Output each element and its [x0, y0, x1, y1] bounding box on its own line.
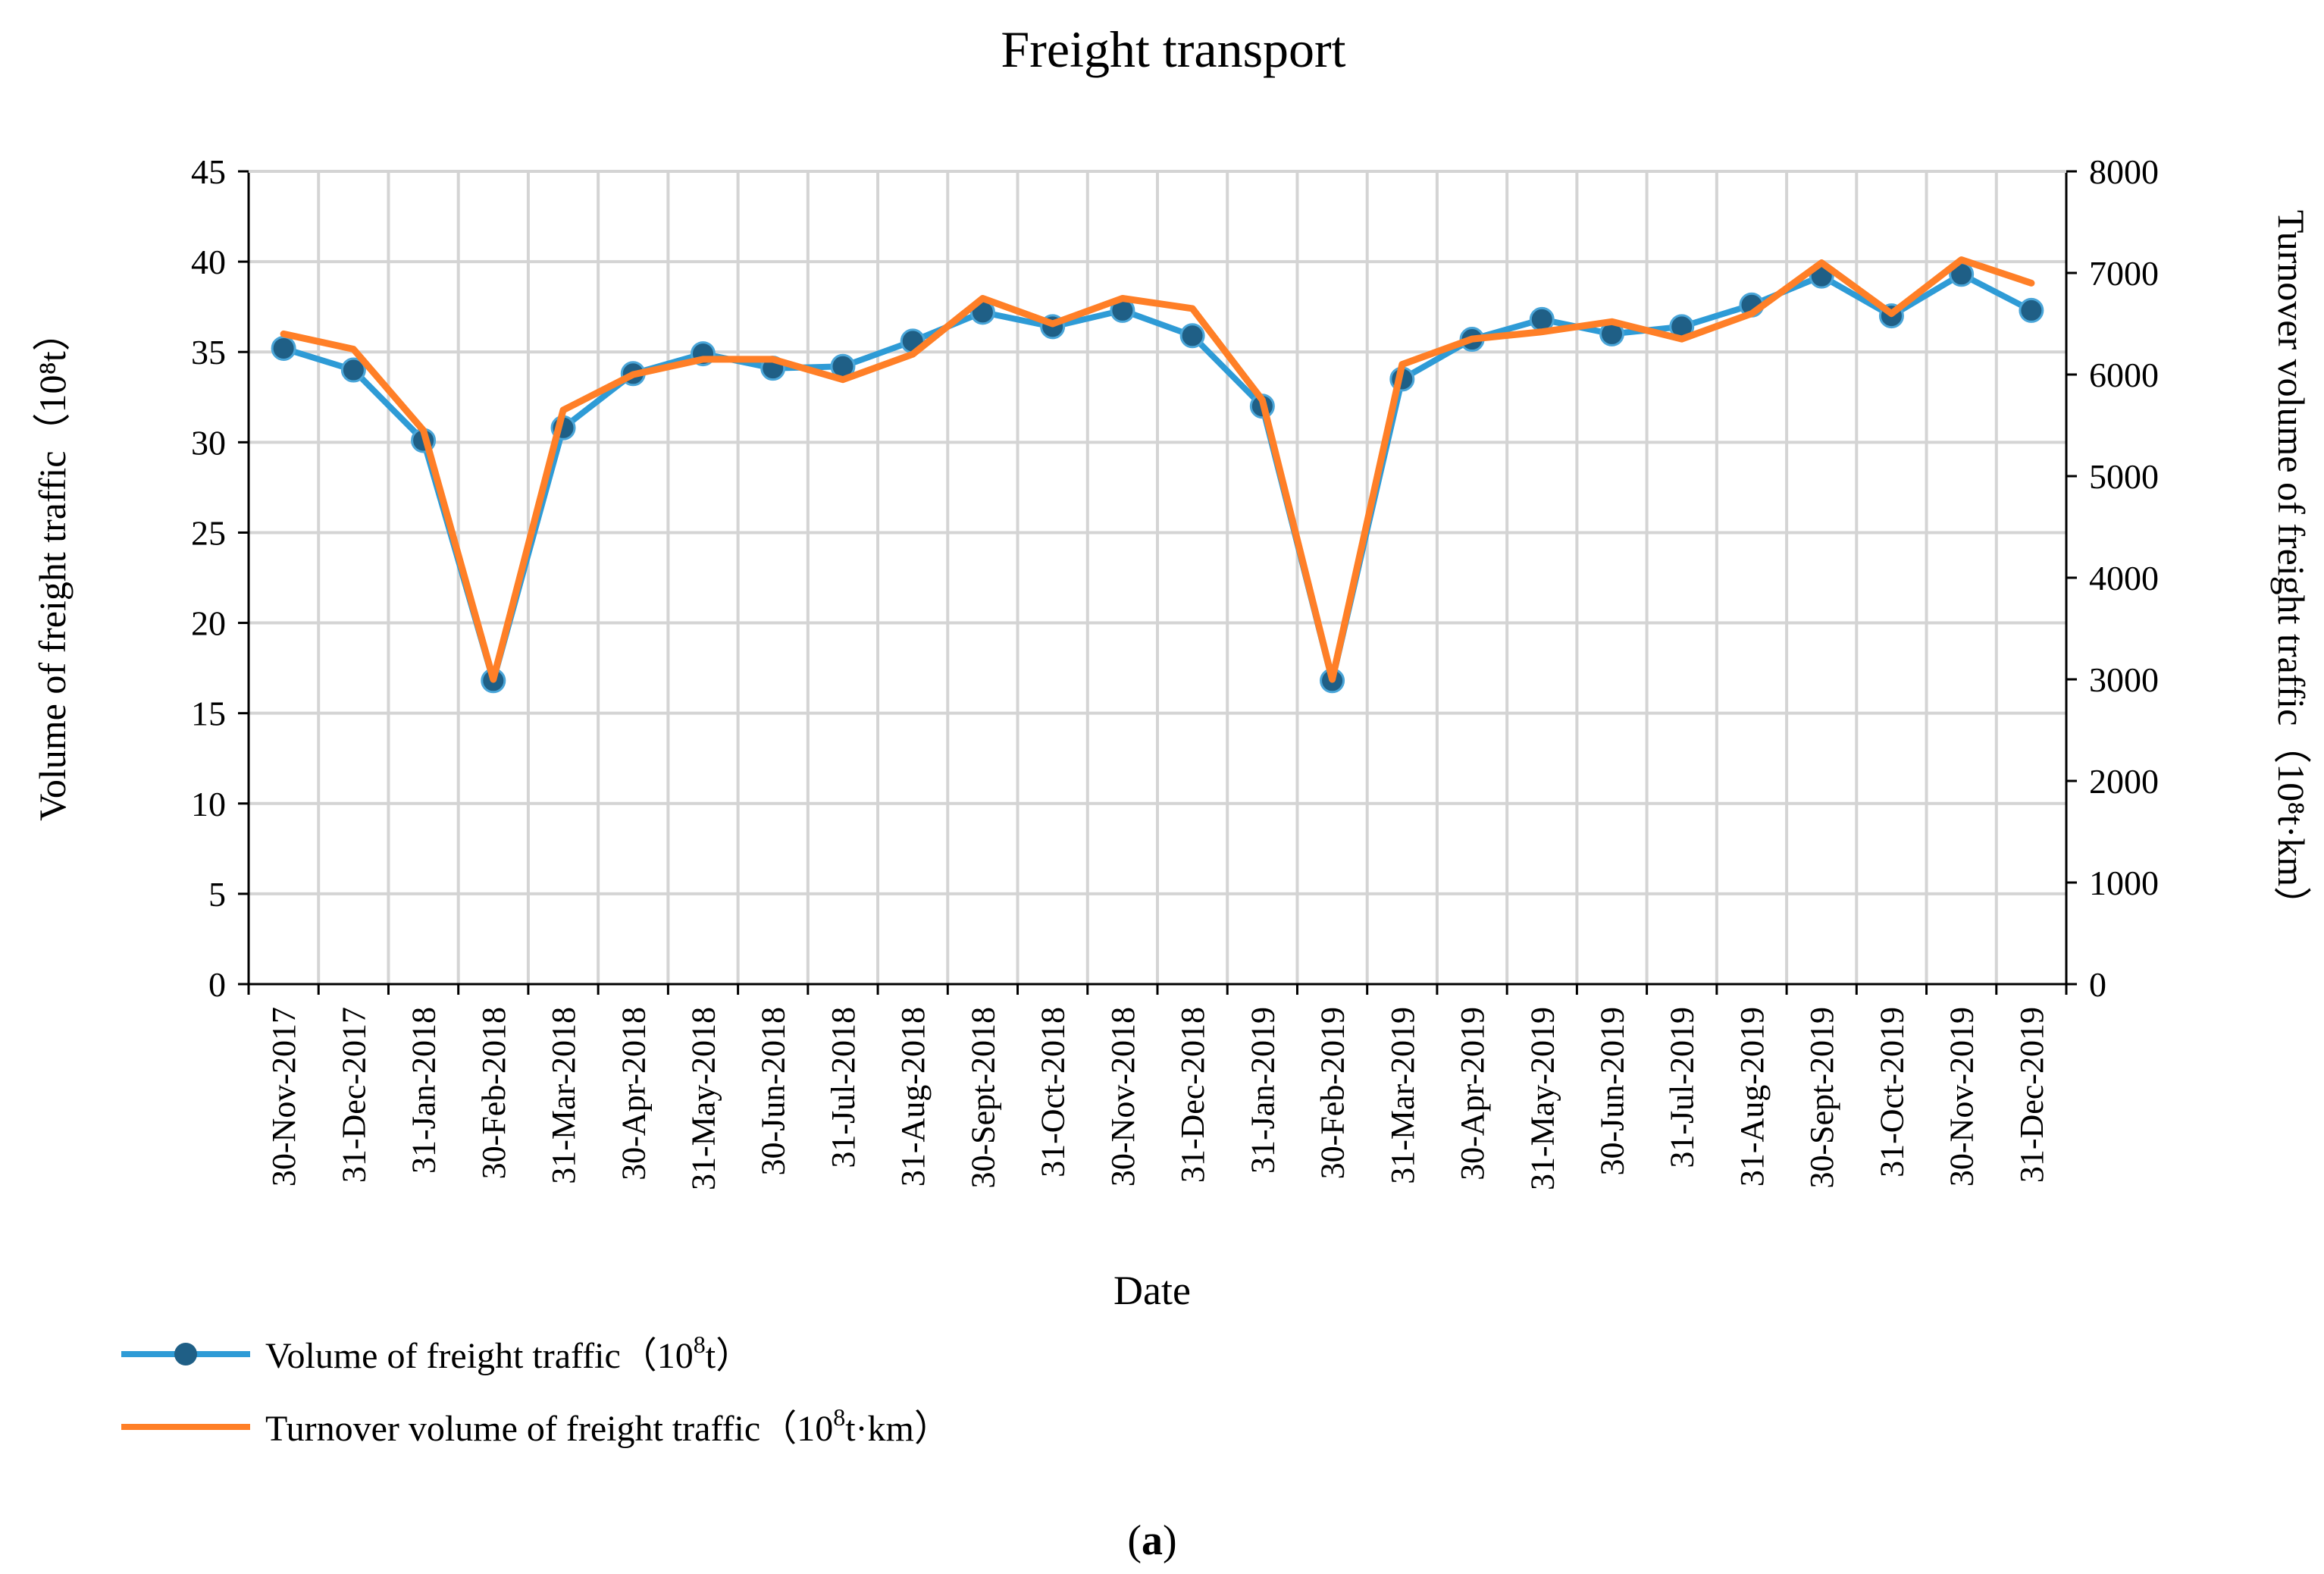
x-tick-label: 31-Jan-2019 [1244, 1007, 1281, 1174]
x-tick-label: 30-Nov-2018 [1104, 1007, 1142, 1187]
y-right-tick-label: 5000 [2089, 457, 2159, 496]
x-tick-label: 30-Sept-2018 [964, 1007, 1001, 1189]
data-point-volume [2019, 297, 2044, 323]
y-right-tick-label: 4000 [2089, 559, 2159, 597]
y-right-tick-label: 6000 [2089, 356, 2159, 394]
x-tick-label: 31-Dec-2019 [2013, 1007, 2050, 1183]
legend-marker-volume [174, 1343, 197, 1365]
series [271, 256, 2044, 694]
data-point-volume [1179, 323, 1205, 349]
y-left-tick-label: 45 [191, 152, 226, 191]
x-tick-label: 30-Apr-2019 [1454, 1007, 1491, 1180]
y-right-tick-label: 8000 [2089, 152, 2159, 191]
y-left-tick-label: 20 [191, 604, 226, 643]
y-right-tick-label: 3000 [2089, 660, 2159, 699]
y-left-tick-label: 25 [191, 513, 226, 552]
x-tick-label: 30-Jun-2019 [1594, 1007, 1631, 1175]
x-tick-label: 30-Feb-2019 [1314, 1007, 1351, 1179]
left-axis-ticks: 0 5 10 15 20 25 30 35 40 45 [191, 152, 249, 1004]
figure-caption: (a) [1127, 1517, 1176, 1564]
y-left-tick-label: 35 [191, 333, 226, 372]
series-line-turnover [280, 256, 2035, 683]
x-tick-label: 31-May-2019 [1524, 1007, 1561, 1190]
right-axis-ticks: 0 1000 2000 3000 4000 5000 6000 7000 8000 [2066, 152, 2159, 1004]
x-tick-label: 31-Jul-2019 [1664, 1007, 1701, 1168]
x-tick-label: 30-Feb-2018 [475, 1007, 512, 1179]
x-tick-label: 31-Mar-2019 [1384, 1007, 1421, 1184]
y-axis-left-label: Volume of freight traffic（10⁸t） [31, 313, 74, 821]
x-tick-label: 30-Apr-2018 [615, 1007, 652, 1180]
x-tick-label: 31-Dec-2017 [335, 1007, 372, 1183]
y-left-tick-label: 15 [191, 695, 226, 733]
chart-title: Freight transport [1001, 20, 1345, 78]
data-point-volume [271, 335, 296, 361]
x-tick-label: 30-Nov-2017 [265, 1007, 302, 1187]
legend-item-volume: Volume of freight traffic（108t） [121, 1331, 752, 1376]
y-left-tick-label: 10 [191, 785, 226, 823]
x-axis-label: Date [1113, 1268, 1191, 1313]
x-tick-label: 30-Sept-2019 [1803, 1007, 1840, 1189]
x-tick-label: 31-Aug-2018 [894, 1007, 932, 1187]
y-left-tick-label: 40 [191, 243, 226, 281]
legend-item-turnover: Turnover volume of freight traffic（108t·… [121, 1403, 951, 1449]
legend-label-volume: Volume of freight traffic（108t） [265, 1331, 752, 1376]
y-left-tick-label: 30 [191, 423, 226, 462]
data-point-volume [340, 357, 366, 383]
legend: Volume of freight traffic（108t） Turnover… [121, 1331, 951, 1449]
x-tick-label: 30-Nov-2019 [1943, 1007, 1981, 1187]
x-axis-ticks: 30-Nov-2017 31-Dec-2017 31-Jan-2018 30-Feb-… [247, 984, 2068, 1190]
x-tick-label: 31-Dec-2018 [1174, 1007, 1211, 1183]
x-tick-label: 31-Mar-2018 [545, 1007, 582, 1184]
y-axis-right-label: Turnover volume of freight traffic（10⁸t·… [2270, 210, 2313, 924]
y-left-tick-label: 5 [208, 875, 226, 914]
y-right-tick-label: 0 [2089, 965, 2106, 1004]
x-tick-label: 31-Jul-2018 [825, 1007, 862, 1168]
x-tick-label: 31-Aug-2019 [1734, 1007, 1771, 1187]
legend-label-turnover: Turnover volume of freight traffic（108t·… [265, 1403, 951, 1449]
y-right-tick-label: 1000 [2089, 864, 2159, 902]
x-tick-label: 31-Oct-2018 [1035, 1007, 1072, 1177]
x-tick-label: 30-Jun-2018 [755, 1007, 792, 1175]
x-tick-label: 31-May-2018 [685, 1007, 722, 1190]
y-left-tick-label: 0 [208, 965, 226, 1004]
x-tick-label: 31-Oct-2019 [1873, 1007, 1910, 1177]
y-right-tick-label: 2000 [2089, 762, 2159, 801]
y-right-tick-label: 7000 [2089, 254, 2159, 293]
x-tick-label: 31-Jan-2018 [406, 1007, 443, 1174]
